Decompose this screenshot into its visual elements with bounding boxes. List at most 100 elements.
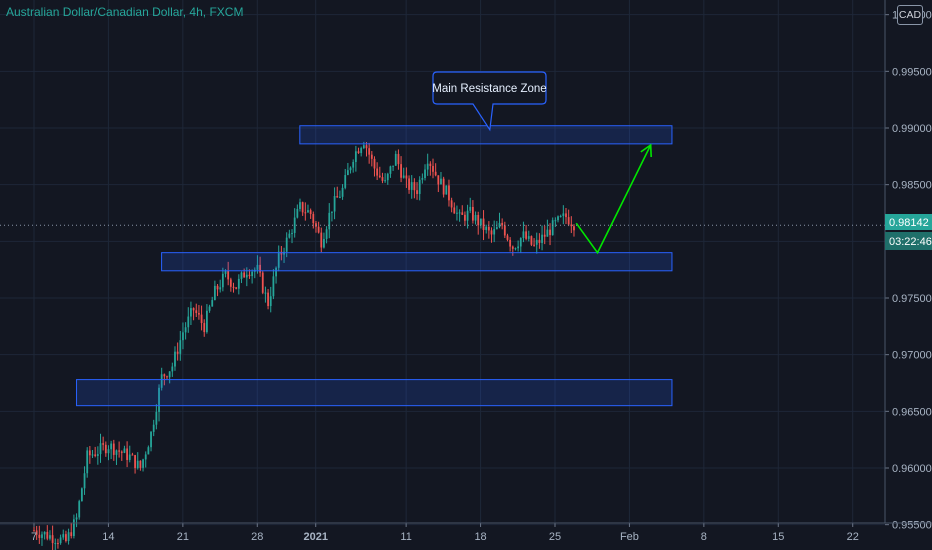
candle-body [461, 212, 464, 215]
candle-body [517, 246, 520, 249]
candle-body [437, 175, 440, 185]
time-axis[interactable]: 7 14 21 28 2021 11 18 25 Feb 8 15 22 [0, 522, 932, 543]
candle-body [346, 170, 349, 176]
time-tick-label: 25 [549, 531, 561, 543]
zone-rect-3[interactable] [76, 379, 673, 407]
candle-body [485, 226, 488, 231]
candle-body [264, 292, 267, 294]
time-tick-label: 28 [251, 531, 263, 543]
candle-body [275, 267, 277, 277]
candle-body [541, 234, 543, 243]
time-tick-label: 15 [772, 531, 784, 543]
candle-body [102, 443, 105, 445]
candle-body [211, 300, 214, 307]
candle-body [567, 217, 570, 225]
time-tick-label: 11 [400, 531, 411, 543]
candle-body [339, 196, 341, 198]
candle-body [559, 216, 562, 218]
candle-body [466, 210, 469, 221]
candle-body [70, 532, 73, 536]
candle-body [187, 316, 190, 328]
candle-body [83, 473, 86, 489]
candle-body [394, 153, 397, 166]
candle-body [243, 272, 246, 278]
candle-body [267, 292, 269, 307]
candle-body [272, 276, 275, 297]
candle-body [333, 196, 336, 212]
candle-body [171, 366, 174, 372]
projection-arrow[interactable] [575, 143, 652, 255]
candle-body [142, 459, 144, 468]
candle-body [86, 450, 89, 474]
time-tick-label: 7 [31, 531, 37, 543]
candle-body [261, 272, 264, 293]
callout-bubble [432, 71, 547, 132]
candle-body [293, 217, 296, 233]
candle-body [352, 162, 355, 168]
candle-body [490, 230, 493, 235]
candle-body [200, 314, 203, 324]
resistance-callout[interactable]: Main Resistance Zone [432, 71, 547, 132]
candle-body [410, 182, 413, 190]
candle-body [378, 175, 381, 178]
price-badges: 0.98142 03:22:46 [885, 214, 932, 250]
candle-body [472, 206, 474, 221]
candle-body [448, 185, 450, 201]
candle-body [277, 251, 280, 268]
candle-body [429, 163, 432, 167]
candle-body [216, 285, 219, 290]
candle-body [503, 225, 506, 236]
candle-body [213, 285, 216, 301]
support-resistance-zones[interactable] [76, 125, 673, 407]
price-axis[interactable]: 0.955000.960000.965000.970000.975000.980… [884, 0, 932, 532]
candle-body [432, 166, 434, 172]
candle-body [309, 210, 312, 215]
candle-body [551, 220, 554, 236]
candle-body [57, 543, 59, 545]
price-tick-label: 0.97500 [892, 293, 932, 305]
candle-body [291, 232, 293, 234]
candle-body [307, 210, 309, 213]
candle-body [232, 286, 235, 288]
candle-body [227, 270, 230, 280]
candle-body [402, 175, 405, 178]
candle-body [386, 173, 389, 181]
zone-rect-1[interactable] [299, 125, 673, 145]
candle-body [304, 212, 307, 214]
candle-body [434, 171, 437, 176]
candle-body [570, 224, 573, 227]
zone-rect-2[interactable] [161, 252, 673, 272]
candle-body [46, 531, 49, 539]
candle-body [400, 164, 402, 178]
candle-body [179, 340, 182, 354]
candle-body [527, 236, 530, 239]
candle-body [325, 229, 328, 239]
candle-body [126, 448, 128, 460]
candle-body [373, 158, 376, 169]
countdown-badge-bg [885, 232, 932, 250]
projection-line[interactable] [575, 144, 652, 255]
candle-body [235, 287, 238, 289]
candle-body [543, 234, 546, 237]
candle-body [469, 206, 472, 211]
candle-body [328, 212, 331, 230]
candle-body [533, 244, 535, 246]
candle-body [525, 231, 527, 239]
candle-body [519, 238, 522, 247]
candle-body [426, 163, 429, 170]
candle-body [487, 226, 490, 231]
candle-body [144, 454, 147, 460]
candle-body [123, 448, 126, 453]
currency-badge[interactable]: CAD [897, 5, 923, 25]
candle-body [416, 190, 418, 194]
candle-body [509, 239, 512, 247]
candle-body [163, 374, 166, 377]
price-tick-label: 0.99500 [892, 66, 932, 78]
candle-body [104, 444, 107, 454]
candle-body [477, 214, 480, 226]
candle-body [296, 208, 299, 218]
price-tick-label: 0.95500 [892, 520, 932, 532]
candle-body [49, 535, 51, 539]
time-tick-label: 2021 [303, 531, 327, 543]
